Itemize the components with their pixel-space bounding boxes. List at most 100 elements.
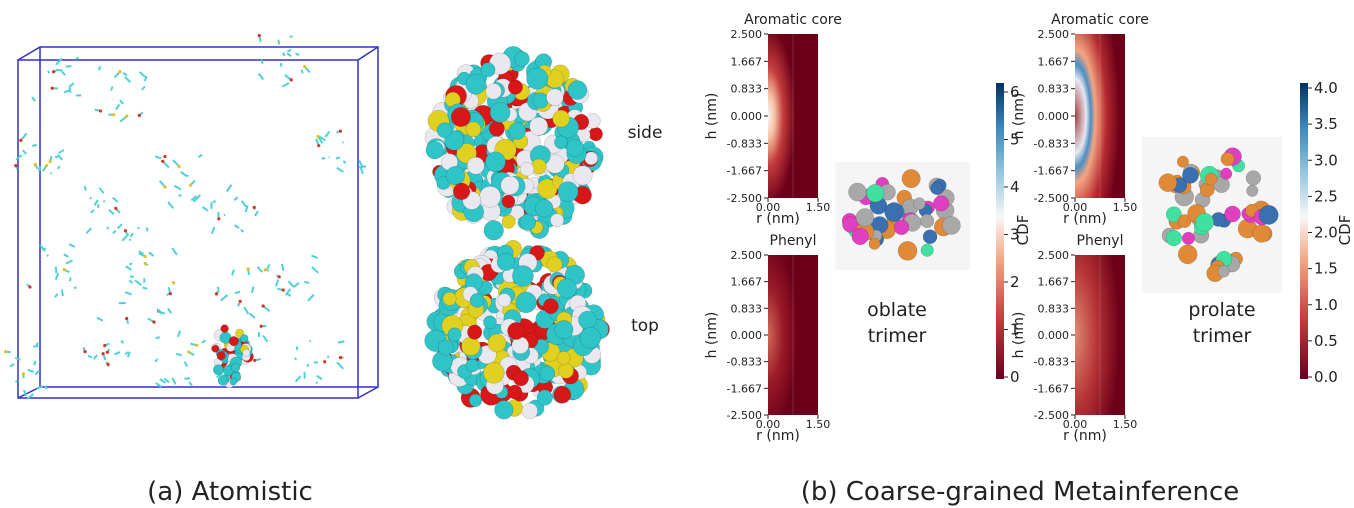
atom: [338, 129, 343, 133]
bond: [231, 269, 235, 276]
atom: [489, 120, 505, 137]
bond: [36, 385, 44, 390]
atom: [211, 344, 220, 353]
atom: [1258, 205, 1279, 225]
colorbar-tick-label: 5: [1010, 131, 1020, 149]
atom: [578, 310, 597, 330]
atom: [1246, 184, 1259, 197]
atom: [1217, 265, 1230, 278]
bond: [128, 262, 133, 266]
colorbar: [996, 83, 1004, 379]
bond: [96, 204, 100, 208]
colorbar: [1300, 83, 1308, 379]
atom: [62, 268, 66, 272]
atom: [483, 362, 505, 384]
atom: [501, 194, 516, 209]
x-tick-label: 0.00: [1063, 201, 1088, 214]
bond: [300, 69, 304, 74]
bond: [260, 59, 264, 64]
x-tick-label: 1.50: [806, 201, 831, 214]
bond: [68, 82, 75, 88]
atom: [171, 281, 176, 285]
atom: [550, 213, 565, 228]
bond: [49, 172, 53, 175]
atom: [500, 175, 520, 195]
y-tick-label: 0.000: [1038, 110, 1070, 123]
bond: [188, 381, 193, 387]
y-tick-label: -2.500: [727, 192, 762, 205]
bond: [33, 360, 37, 366]
y-axis-label: h (nm): [704, 93, 720, 140]
bond: [110, 86, 114, 92]
atom: [535, 199, 554, 218]
atom: [168, 292, 172, 296]
atom: [536, 389, 553, 406]
y-tick-label: -0.833: [727, 356, 762, 369]
bond: [223, 213, 226, 217]
bond: [277, 39, 281, 45]
bond: [342, 160, 347, 164]
atom: [101, 352, 105, 356]
atom: [855, 208, 875, 227]
atom: [913, 197, 926, 210]
bond: [112, 229, 117, 235]
atom: [1252, 224, 1271, 243]
bond: [287, 280, 295, 288]
simulation-box: [17, 46, 379, 399]
bond: [295, 52, 300, 56]
bond: [55, 57, 63, 66]
bond: [171, 247, 178, 256]
colorbar-tick-label: 0.5: [1314, 332, 1338, 350]
bond: [275, 279, 280, 287]
atom: [220, 324, 229, 333]
bond: [65, 65, 72, 68]
bond: [321, 157, 326, 160]
bond: [240, 228, 245, 233]
bond: [197, 153, 203, 159]
atom: [21, 372, 26, 376]
atom: [485, 151, 506, 173]
atom: [323, 360, 327, 364]
x-axis-label: r (nm): [1063, 211, 1107, 227]
bond: [54, 155, 59, 159]
bond: [248, 312, 256, 319]
bond: [97, 65, 102, 71]
heatmap: [768, 34, 818, 198]
atom: [1176, 155, 1189, 168]
bond: [243, 306, 250, 315]
bond: [285, 288, 292, 296]
atom: [465, 121, 482, 138]
atom: [52, 70, 56, 74]
bond: [306, 363, 310, 368]
bond: [175, 352, 183, 357]
bond: [212, 200, 217, 204]
atom: [98, 109, 103, 113]
y-tick-label: 1.667: [731, 55, 763, 68]
atom: [515, 291, 537, 314]
atom: [933, 195, 950, 212]
atom: [508, 122, 526, 140]
atom: [851, 227, 869, 245]
y-tick-label: -1.667: [727, 382, 762, 395]
atom: [480, 62, 496, 78]
bond: [233, 196, 239, 202]
atom: [556, 278, 577, 299]
bond: [68, 87, 72, 94]
shape-label: oblate: [867, 299, 927, 321]
bond: [65, 259, 73, 265]
atom: [1195, 212, 1215, 232]
atom: [19, 138, 23, 142]
atom: [177, 164, 181, 168]
atom: [546, 88, 564, 107]
bond: [304, 280, 310, 284]
atom: [445, 166, 465, 186]
bond: [148, 251, 152, 255]
colorbar-label: CDF: [1336, 215, 1354, 246]
bond: [44, 385, 48, 390]
bond: [244, 205, 249, 213]
shape-label: trimer: [1193, 325, 1252, 347]
atom: [584, 151, 599, 166]
atom: [281, 288, 285, 292]
atom: [546, 256, 563, 273]
